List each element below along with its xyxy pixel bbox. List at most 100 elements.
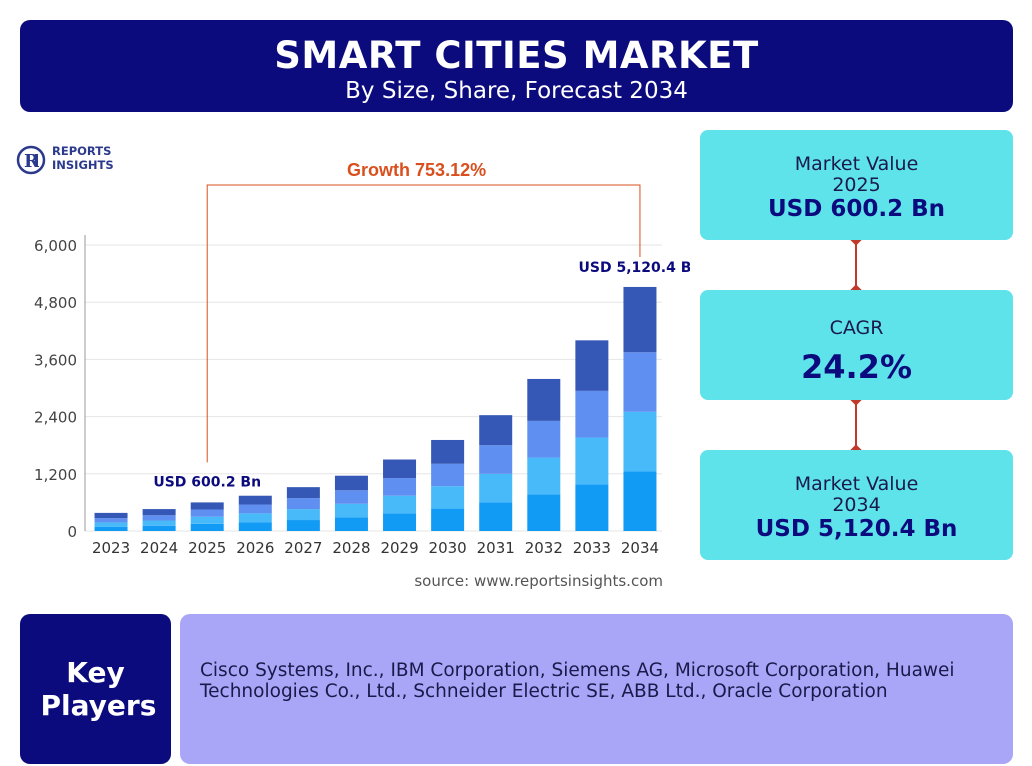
bar-segment-2025-2: [190, 516, 224, 524]
bar-segment-2023-3: [94, 518, 128, 523]
bar-segment-2026-2: [238, 513, 272, 523]
bar-segment-2032-3: [527, 420, 561, 458]
bar-segment-2027-4: [286, 487, 320, 499]
cagr-card: CAGR 24.2%: [700, 290, 1013, 400]
y-tick-labels: 0 1,200 2,400 3,600 4,800 6,000: [34, 237, 77, 541]
bar-segment-2023-4: [94, 512, 128, 519]
bar-segment-2026-4: [238, 495, 272, 505]
x-tick-label: 2028: [332, 539, 370, 557]
bar-segment-2034-3: [623, 352, 657, 412]
key-players-heading: Key Players: [40, 656, 157, 722]
bar-segment-2029-1: [383, 513, 417, 531]
card-value: USD 5,120.4 Bn: [755, 516, 958, 542]
bar-segment-2034-1: [623, 471, 657, 531]
key-players-list-box: Cisco Systems, Inc., IBM Corporation, Si…: [180, 614, 1013, 764]
bar-segment-2033-1: [575, 484, 609, 531]
bar-segment-2023-2: [94, 522, 128, 527]
y-tick-label: 1,200: [34, 466, 77, 484]
bar-segment-2024-4: [142, 509, 176, 516]
bar-segment-2024-1: [142, 525, 176, 531]
grid-lines: [84, 235, 662, 532]
growth-label: Growth 753.12%: [347, 160, 486, 180]
bar-segment-2032-4: [527, 378, 561, 421]
bar-segment-2027-1: [286, 520, 320, 531]
bar-segment-2033-3: [575, 390, 609, 438]
market-value-2025-card: Market Value 2025 USD 600.2 Bn: [700, 130, 1013, 240]
bar-segment-2034-2: [623, 411, 657, 472]
connector-line-1: [855, 240, 857, 290]
y-tick-label: 3,600: [34, 351, 77, 369]
card-label: CAGR: [829, 317, 884, 339]
bar-segment-2034-4: [623, 286, 657, 353]
x-tick-labels: 2023 2024 2025 2026 2027 2028 2029 2030 2031 2032…: [92, 539, 659, 557]
bar-segment-2025-4: [190, 502, 224, 510]
bar-segment-2025-1: [190, 523, 224, 531]
x-tick-label: 2025: [188, 539, 226, 557]
bar-segment-2025-3: [190, 509, 224, 517]
page-title: SMART CITIES MARKET: [274, 34, 759, 77]
key-players-text: Cisco Systems, Inc., IBM Corporation, Si…: [200, 660, 955, 702]
bar-segment-2032-1: [527, 494, 561, 531]
bar-segment-2030-1: [431, 508, 465, 531]
bar-segment-2027-3: [286, 498, 320, 510]
bar-segment-2031-3: [479, 445, 513, 474]
x-tick-label: 2032: [525, 539, 563, 557]
bar-segment-2033-2: [575, 437, 609, 485]
y-tick-label: 0: [67, 523, 77, 541]
bar-segment-2029-4: [383, 459, 417, 479]
bar-segment-2028-1: [334, 517, 368, 531]
bar-segment-2024-2: [142, 520, 176, 526]
x-tick-label: 2023: [92, 539, 130, 557]
end-value-label: USD 5,120.4 Bn: [579, 260, 690, 276]
brand-logo: R REPORTS INSIGHTS: [16, 143, 126, 177]
y-tick-label: 6,000: [34, 237, 77, 255]
bar-segment-2028-3: [334, 490, 368, 504]
bar-segment-2029-2: [383, 495, 417, 514]
bar-segment-2028-4: [334, 475, 368, 491]
card-year: 2025: [832, 174, 881, 196]
bar-segment-2032-2: [527, 457, 561, 495]
bar-segment-2033-4: [575, 340, 609, 391]
x-tick-label: 2030: [429, 539, 467, 557]
bar-segment-2030-4: [431, 439, 465, 464]
card-label: Market Value: [794, 473, 919, 495]
y-tick-label: 4,800: [34, 294, 77, 312]
bar-segment-2030-3: [431, 463, 465, 487]
start-value-label: USD 600.2 Bn: [153, 474, 261, 490]
logo-line-2: INSIGHTS: [52, 158, 114, 172]
card-value: USD 600.2 Bn: [767, 196, 945, 222]
bar-series: [94, 286, 657, 531]
reports-insights-logo-icon: R: [16, 145, 46, 175]
bar-segment-2029-3: [383, 478, 417, 496]
bar-segment-2030-2: [431, 486, 465, 509]
x-tick-label: 2029: [380, 539, 418, 557]
bar-segment-2031-1: [479, 502, 513, 531]
x-tick-label: 2026: [236, 539, 274, 557]
card-label: Market Value: [794, 153, 919, 175]
connector-line-2: [855, 400, 857, 450]
bar-segment-2023-1: [94, 526, 128, 531]
bar-segment-2031-2: [479, 473, 513, 503]
card-year: 2034: [832, 494, 881, 516]
x-tick-label: 2033: [573, 539, 611, 557]
bar-segment-2028-2: [334, 503, 368, 518]
bar-segment-2026-3: [238, 504, 272, 514]
y-tick-label: 2,400: [34, 409, 77, 427]
x-tick-label: 2027: [284, 539, 322, 557]
growth-bracket: [206, 184, 641, 463]
source-label: source: www.reportsinsights.com: [414, 572, 663, 590]
market-value-2034-card: Market Value 2034 USD 5,120.4 Bn: [700, 450, 1013, 560]
x-tick-label: 2031: [477, 539, 515, 557]
bar-segment-2027-2: [286, 509, 320, 521]
bar-segment-2026-1: [238, 522, 272, 531]
page-subtitle: By Size, Share, Forecast 2034: [345, 78, 688, 104]
key-players-heading-box: Key Players: [20, 614, 171, 764]
bar-segment-2024-3: [142, 515, 176, 521]
x-tick-label: 2034: [621, 539, 659, 557]
x-tick-label: 2024: [140, 539, 178, 557]
header-banner: SMART CITIES MARKET By Size, Share, Fore…: [20, 20, 1013, 112]
card-value: 24.2%: [800, 348, 912, 386]
logo-text: REPORTS INSIGHTS: [52, 144, 114, 172]
bar-segment-2031-4: [479, 415, 513, 446]
